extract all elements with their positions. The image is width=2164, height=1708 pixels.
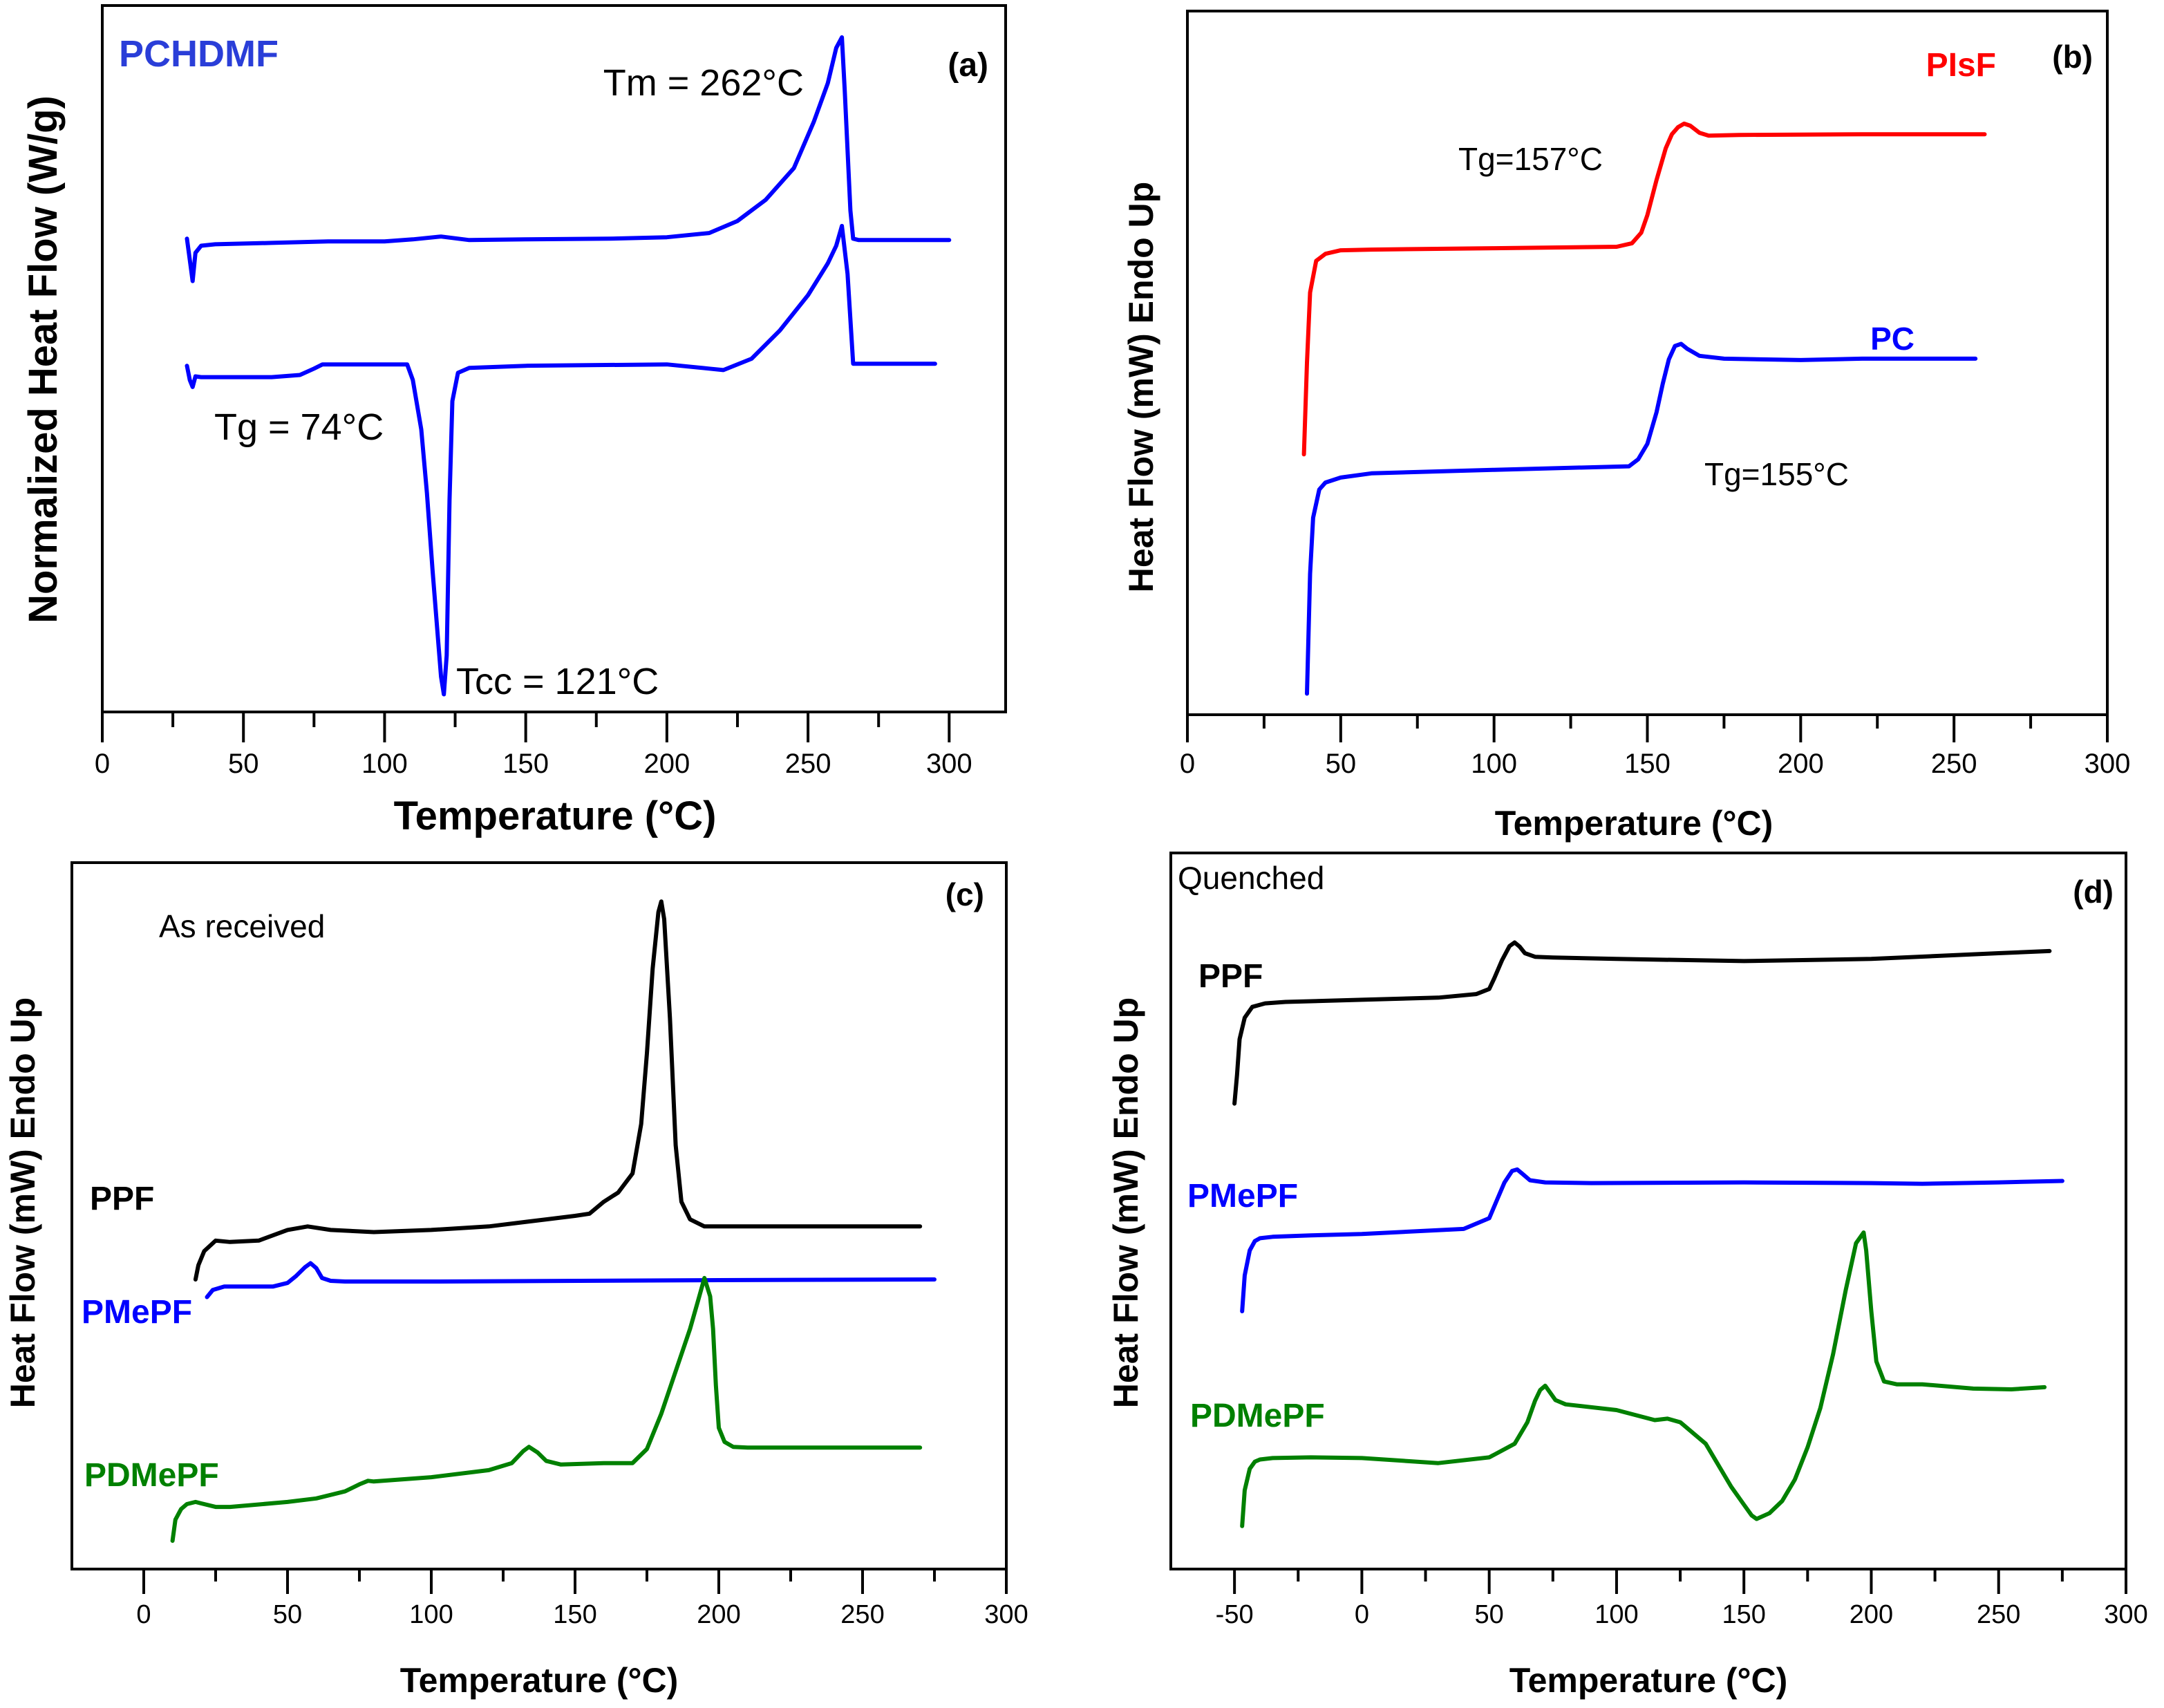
panel-d-condition: Quenched: [1178, 860, 1324, 896]
panel-c-x-tick-label: 300: [984, 1600, 1028, 1629]
panel-c-series-2-line: [205, 1261, 937, 1299]
panel-d-x-axis: -50 0 50 100 150 200 250 300: [1216, 1569, 2148, 1629]
panel-a-tg-annotation: Tg = 74°C: [214, 406, 384, 448]
panel-b-plot-frame: [1186, 10, 2109, 716]
panel-a-x-tick-label: 150: [502, 749, 549, 779]
panel-c-x-tick-label: 250: [840, 1600, 884, 1629]
panel-d-x-tick-label: 300: [2104, 1600, 2147, 1629]
panel-b-x-tick-label: 250: [1931, 749, 1977, 779]
panel-b-pc-tg-annotation: Tg=155°C: [1704, 456, 1849, 492]
panel-d-ppf-label: PPF: [1198, 958, 1263, 995]
panel-a-y-axis-title: Normalized Heat Flow (W/g): [21, 95, 66, 623]
panel-c-series-3-line: [170, 1275, 923, 1543]
panel-b-series-2-line: [1305, 341, 1978, 696]
panel-d-x-axis-title: Temperature (°C): [1509, 1661, 1787, 1700]
panel-d-series-1-line: [1232, 940, 2052, 1106]
panel-b-pc-label: PC: [1870, 321, 1914, 357]
panel-a-series-2-line: [185, 223, 937, 697]
panel-c-condition: As received: [159, 908, 325, 944]
panel-d-x-tick-label: 50: [1475, 1600, 1504, 1629]
panel-d-series-3-line: [1240, 1230, 2047, 1528]
panel-d-x-tick-label: 200: [1850, 1600, 1893, 1629]
panel-a-sample-name: PCHDMF: [119, 33, 279, 75]
panel-b-x-tick-label: 150: [1624, 749, 1671, 779]
panel-b-pisf-tg-annotation: Tg=157°C: [1458, 141, 1603, 177]
panel-a-x-tick-label: 250: [785, 749, 831, 779]
panel-b-x-tick-label: 100: [1471, 749, 1517, 779]
panel-d-x-tick-label: -50: [1216, 1600, 1254, 1629]
panel-c-series: [170, 899, 937, 1543]
panel-a-label: (a): [948, 47, 988, 84]
panel-d-series-2-line: [1240, 1167, 2064, 1313]
panel-d-series: [1232, 940, 2064, 1528]
panel-b-label: (b): [2052, 39, 2093, 75]
panel-a-x-tick-label: 300: [926, 749, 972, 779]
panel-b: 0 50 100 150 200 250 300 Temperature (°C) Heat…: [1122, 10, 2131, 843]
panel-d-plot-frame: [1169, 852, 2127, 1570]
panel-c-x-axis-title: Temperature (°C): [400, 1661, 678, 1700]
panel-a-series-1-line: [185, 35, 952, 283]
panel-c-plot-frame: [70, 861, 1008, 1570]
panel-c-x-tick-label: 150: [553, 1600, 596, 1629]
panel-a-plot-frame: [101, 4, 1007, 713]
panel-c-pdmepf-label: PDMePF: [84, 1457, 219, 1494]
panel-a-x-tick-label: 0: [95, 749, 110, 779]
panel-a-x-tick-label: 50: [228, 749, 259, 779]
panel-d: -50 0 50 100 150 200 250 300 Temperature (°C) H…: [1107, 852, 2148, 1700]
panel-b-pisf-label: PIsF: [1926, 47, 1996, 84]
panel-a-x-tick-label: 100: [361, 749, 408, 779]
panel-c-x-tick-label: 200: [697, 1600, 740, 1629]
panel-c-x-axis: 0 50 100 150 200 250 300: [136, 1569, 1028, 1629]
panel-c: 0 50 100 150 200 250 300 Temperature (°C) Heat…: [3, 861, 1028, 1700]
panel-d-pmepf-label: PMePF: [1187, 1178, 1298, 1214]
panel-c-label: (c): [945, 876, 984, 912]
panel-d-label: (d): [2073, 874, 2114, 910]
panel-d-pdmepf-label: PDMePF: [1190, 1398, 1325, 1434]
panel-a-x-axis: 0 50 100 150 200 250 300: [95, 712, 972, 779]
panel-b-x-axis-title: Temperature (°C): [1495, 804, 1773, 843]
panel-a-x-tick-label: 200: [644, 749, 690, 779]
panel-c-pmepf-label: PMePF: [82, 1294, 192, 1331]
panel-a-tm-annotation: Tm = 262°C: [603, 62, 804, 104]
panel-b-y-axis-title: Heat Flow (mW) Endo Up: [1122, 182, 1160, 592]
panel-a-series: [185, 35, 952, 697]
panel-c-ppf-label: PPF: [90, 1181, 154, 1217]
panel-d-x-tick-label: 150: [1722, 1600, 1765, 1629]
panel-d-y-axis-title: Heat Flow (mW) Endo Up: [1107, 997, 1145, 1408]
panel-b-series-1-line: [1301, 121, 1987, 457]
panel-d-x-tick-label: 100: [1594, 1600, 1638, 1629]
panel-b-series: [1301, 121, 1987, 696]
panel-a-tcc-annotation: Tcc = 121°C: [456, 661, 659, 702]
panel-b-x-tick-label: 300: [2085, 749, 2131, 779]
panel-c-y-axis-title: Heat Flow (mW) Endo Up: [3, 997, 42, 1408]
panel-c-x-tick-label: 0: [136, 1600, 151, 1629]
panel-c-series-1-line: [193, 899, 923, 1282]
panel-b-x-tick-label: 200: [1778, 749, 1824, 779]
panel-b-x-tick-label: 0: [1180, 749, 1195, 779]
panel-d-x-tick-label: 0: [1355, 1600, 1369, 1629]
panel-c-x-tick-label: 100: [409, 1600, 453, 1629]
panel-c-x-tick-label: 50: [273, 1600, 302, 1629]
panel-d-x-tick-label: 250: [1977, 1600, 2020, 1629]
panel-a-x-axis-title: Temperature (°C): [394, 794, 717, 838]
panel-b-x-tick-label: 50: [1326, 749, 1357, 779]
panel-a: 0 50 100 150 200 250 300 Temperature (°C) Norm…: [21, 4, 1007, 838]
panel-b-x-axis: 0 50 100 150 200 250 300: [1180, 715, 2131, 779]
